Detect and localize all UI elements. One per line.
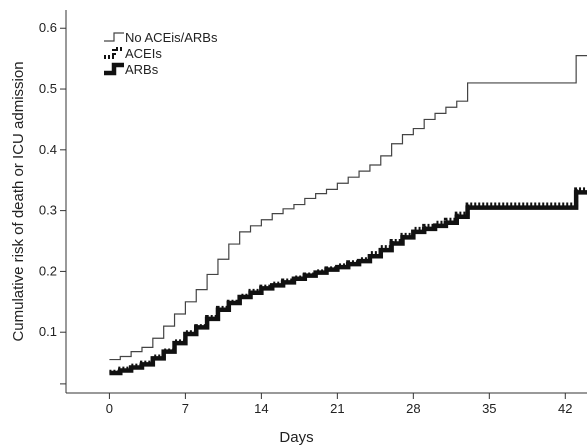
legend-swatch	[104, 32, 124, 42]
x-tick-label: 7	[182, 401, 189, 416]
legend-label: ACEIs	[125, 46, 162, 61]
y-tick-label: 0.6	[39, 20, 57, 35]
x-tick-label: 14	[254, 401, 268, 416]
series-layer	[109, 54, 587, 376]
axes	[65, 10, 587, 394]
x-ticks: 0 7 14 21 28 35 42	[106, 393, 573, 416]
series-line-no-aceis-arbs	[109, 54, 587, 361]
y-tick-label: 0.4	[39, 142, 57, 157]
legend-swatch	[104, 62, 124, 76]
x-axis-title: Days	[279, 429, 313, 446]
x-tick-label: 42	[558, 401, 572, 416]
y-tick-label: 0.2	[39, 263, 57, 278]
y-tick-label: 0.3	[39, 203, 57, 218]
series-line-arbs	[109, 190, 587, 376]
y-ticks: 0.1 0.2 0.3 0.4 0.5 0.6	[39, 20, 66, 385]
y-axis-title: Cumulative risk of death or ICU admissio…	[10, 61, 27, 341]
legend-label: No ACEis/ARBs	[125, 30, 218, 45]
x-tick-label: 21	[330, 401, 344, 416]
x-tick-label: 0	[106, 401, 113, 416]
y-tick-label: 0.5	[39, 81, 57, 96]
x-tick-label: 35	[482, 401, 496, 416]
legend-swatch	[104, 47, 124, 59]
y-tick-label: 0.1	[39, 324, 57, 339]
x-tick-label: 28	[406, 401, 420, 416]
legend-label: ARBs	[125, 62, 159, 77]
